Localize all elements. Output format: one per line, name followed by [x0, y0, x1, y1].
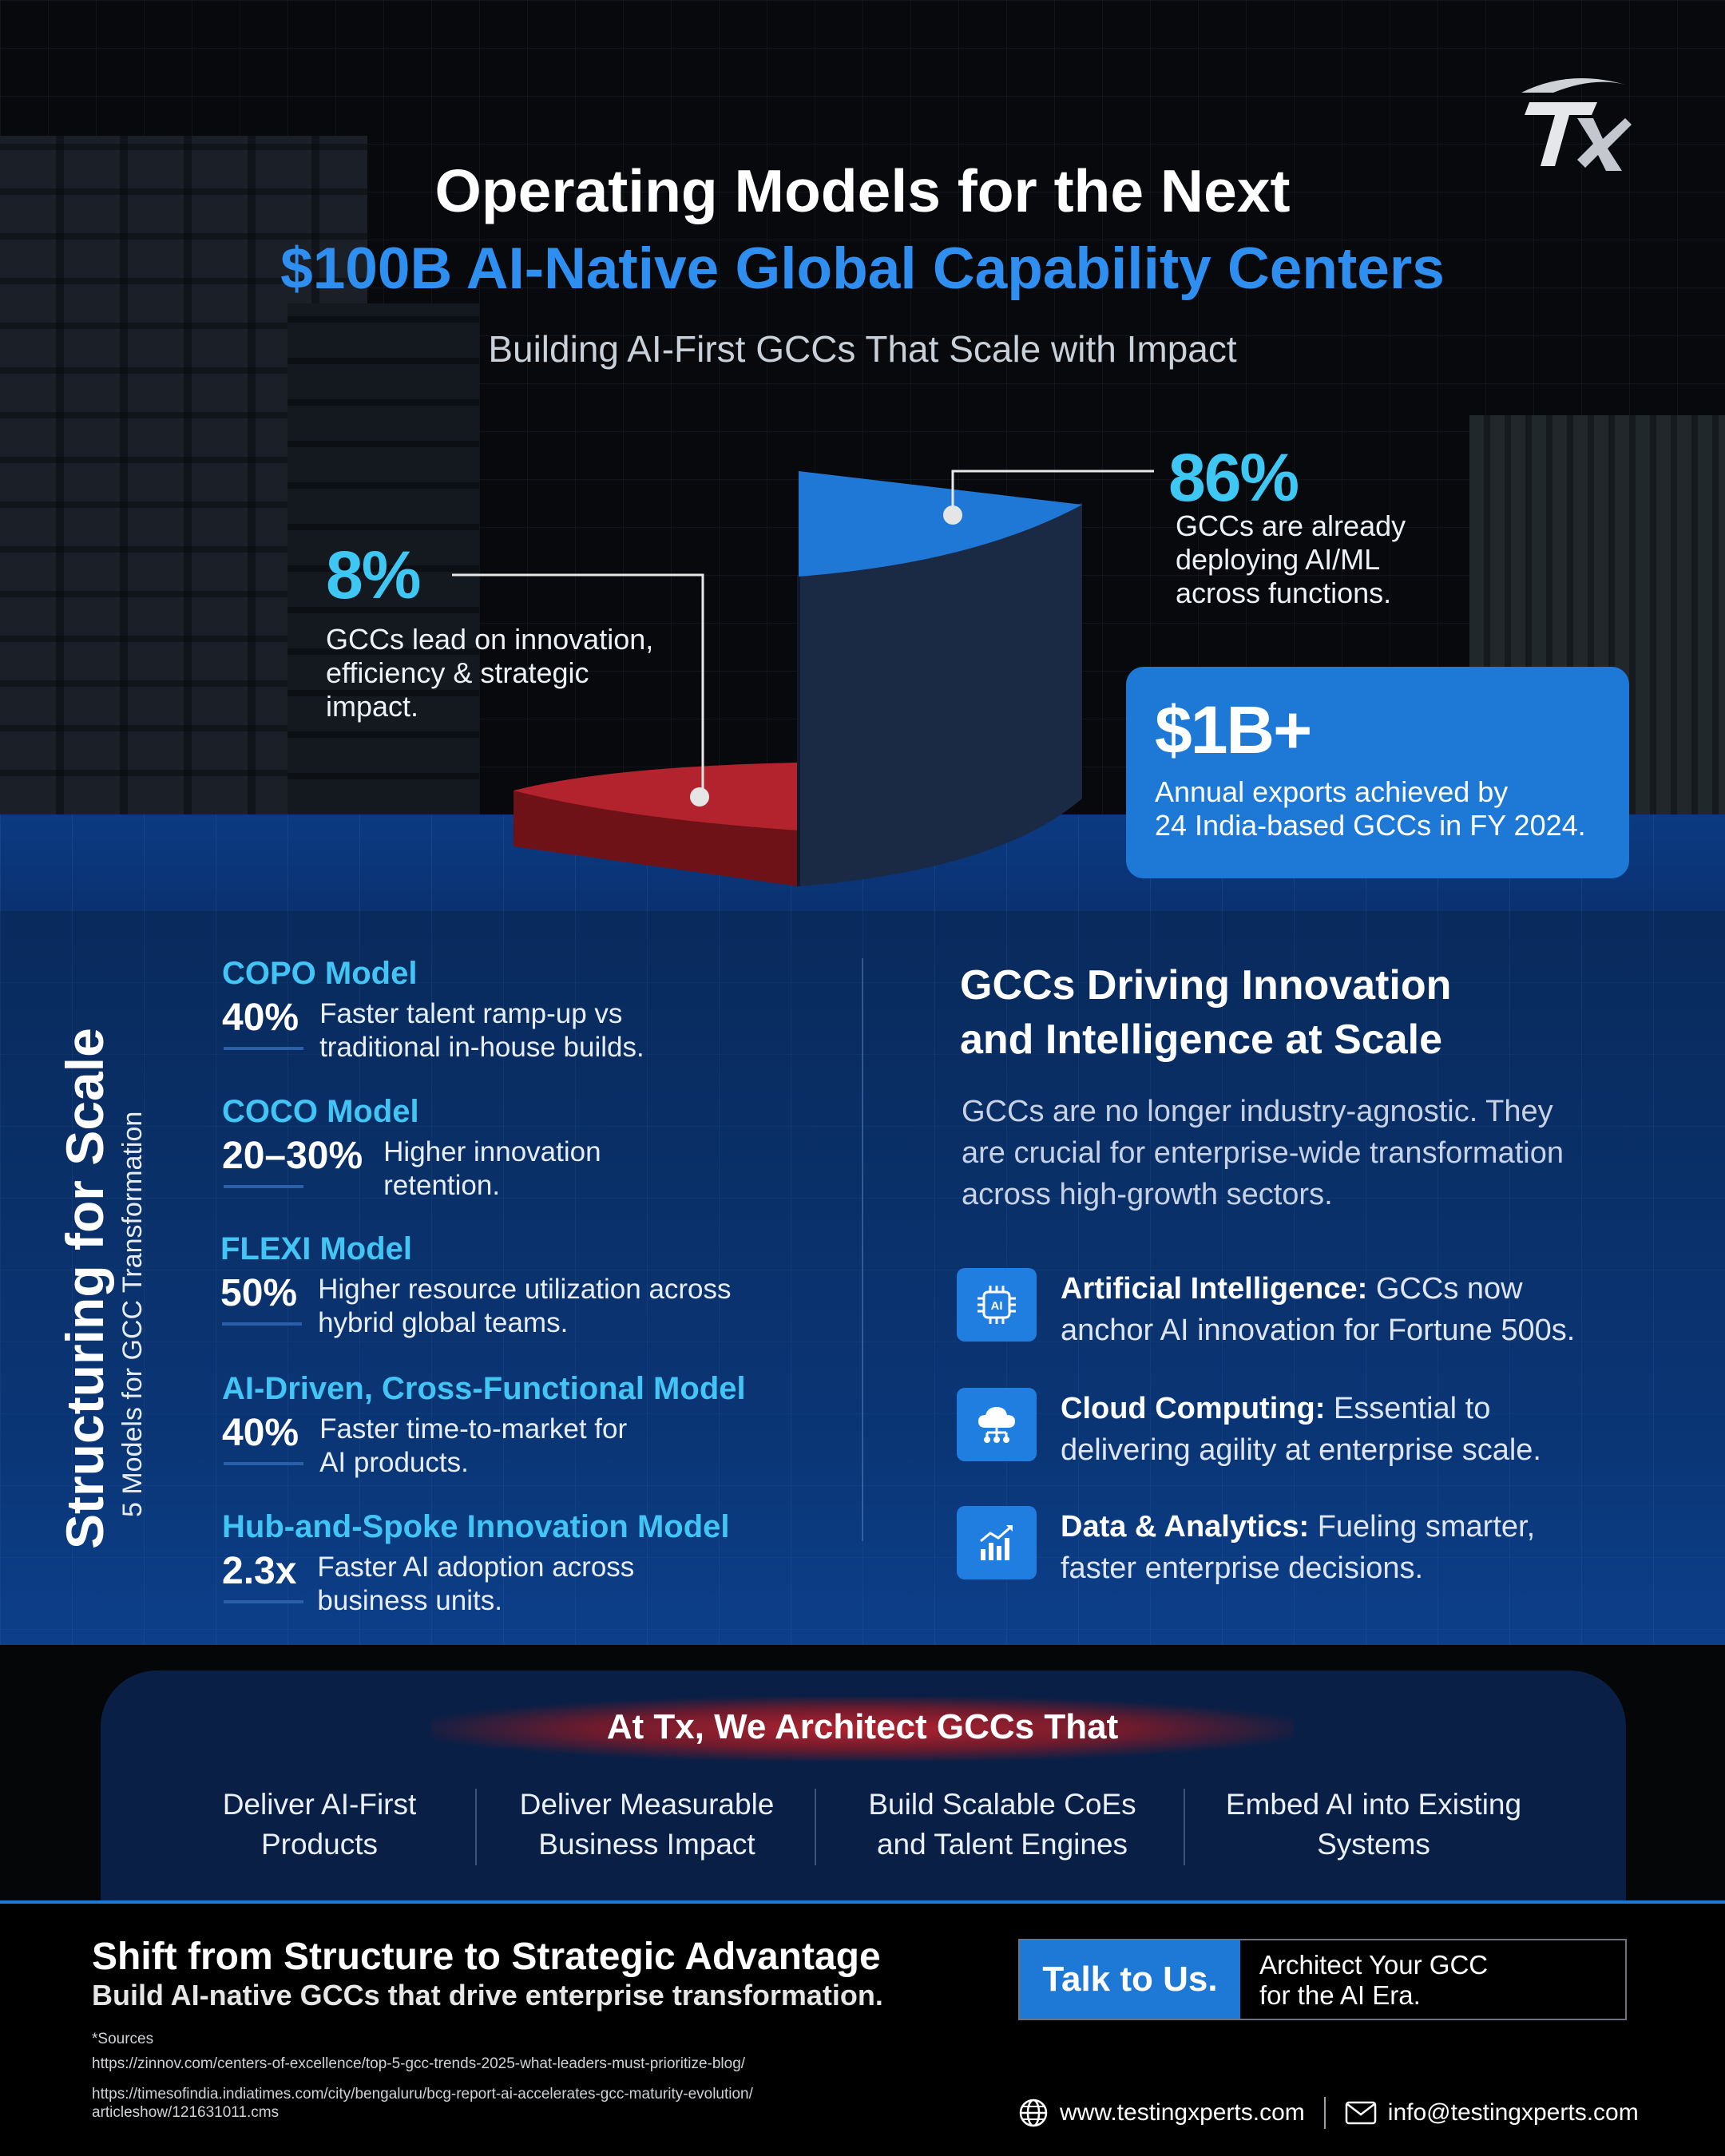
sector-ai-text: Artificial Intelligence: GCCs now anchor… [1061, 1272, 1576, 1347]
model-hub-and-spoke: Hub-and-Spoke Innovation Model 2.3x Fast… [222, 1508, 730, 1618]
architect-item: Build Scalable CoEs and Talent Engines [868, 1788, 1136, 1861]
model-coco: COCO Model 20–30% Higher innovation rete… [222, 1092, 601, 1203]
model-metric: 2.3x [222, 1549, 304, 1605]
website-link[interactable]: www.testingxperts.com [1060, 2099, 1305, 2126]
architect-separator [815, 1789, 816, 1865]
model-copo: COPO Model 40% Faster talent ramp-up vs … [222, 954, 644, 1064]
source-link[interactable]: https://timesofindia.indiatimes.com/city… [92, 2086, 753, 2102]
model-desc: Faster talent ramp-up vs traditional in-… [319, 998, 644, 1063]
model-metric: 20–30% [222, 1134, 363, 1190]
model-title: AI-Driven, Cross-Functional Model [222, 1371, 746, 1406]
architect-title: At Tx, We Architect GCCs That [606, 1707, 1119, 1746]
model-desc: Higher resource utilization across hybri… [318, 1274, 732, 1338]
source-link[interactable]: articleshow/121631011.cms [92, 2104, 280, 2121]
model-title: COPO Model [222, 956, 418, 991]
model-title: Hub-and-Spoke Innovation Model [222, 1509, 730, 1544]
contact-separator [1323, 2097, 1326, 2129]
cta-title: Shift from Structure to Strategic Advant… [92, 1936, 881, 1978]
page-title-line2: $100B AI-Native Global Capability Center… [280, 236, 1445, 301]
model-ai-driven: AI-Driven, Cross-Functional Model 40% Fa… [222, 1369, 746, 1480]
model-title: FLEXI Model [220, 1231, 412, 1266]
exports-value: $1B+ [1155, 692, 1312, 767]
pie-slice-86-top [799, 471, 1082, 577]
footer [0, 1900, 1725, 2156]
contact-bar: www.testingxperts.com info@testingxperts… [1018, 2097, 1639, 2129]
sources-label: *Sources [92, 2031, 154, 2047]
talk-to-us-cta[interactable]: Talk to Us. Architect Your GCC for the A… [1018, 1939, 1627, 2020]
model-metric: 40% [222, 996, 304, 1052]
source-link[interactable]: https://zinnov.com/centers-of-excellence… [92, 2055, 746, 2072]
stat-8-value: 8% [326, 537, 421, 612]
gcc-pie-illustration [452, 470, 1154, 886]
sector-data: Data & Analytics: Fueling smarter, faste… [957, 1506, 1644, 1589]
model-desc: Faster AI adoption across business units… [317, 1552, 635, 1616]
talk-to-us-text: Architect Your GCC for the AI Era. [1259, 1950, 1489, 2010]
sector-cloud-text: Cloud Computing: Essential to delivering… [1061, 1392, 1541, 1467]
models-section [0, 910, 1725, 1645]
talk-to-us-button[interactable]: Talk to Us. [1020, 1940, 1240, 2019]
model-metric: 50% [220, 1271, 303, 1327]
model-desc: Higher innovation retention. [383, 1136, 601, 1201]
stat-86-value: 86% [1168, 440, 1299, 515]
connector-8 [452, 573, 704, 797]
model-flexi: FLEXI Model 50% Higher resource utilizat… [220, 1230, 732, 1340]
driving-title: GCCs Driving Innovation and Intelligence… [960, 962, 1452, 1063]
cloud-network-icon [957, 1388, 1037, 1461]
structuring-subtitle: 5 Models for GCC Transformation [117, 1111, 148, 1517]
sector-data-text: Data & Analytics: Fueling smarter, faste… [1061, 1510, 1536, 1585]
stat-8-text: GCCs lead on innovation, efficiency & st… [326, 623, 654, 723]
exports-stat-card: $1B+ Annual exports achieved by 24 India… [1126, 667, 1629, 878]
sector-cloud: Cloud Computing: Essential to delivering… [957, 1388, 1644, 1471]
model-title: COCO Model [222, 1094, 419, 1129]
pie-slice-8-top [514, 763, 799, 830]
section-divider [862, 958, 863, 1541]
pie-slice-8-side [514, 791, 799, 886]
connector-86-dot [943, 505, 962, 525]
model-desc: Faster time-to-market for AI products. [319, 1413, 628, 1478]
model-metric: 40% [222, 1411, 304, 1467]
architect-item: Deliver AI-First Products [222, 1788, 417, 1861]
sector-ai: AI Artificial Intelligence: GCCs now anc… [957, 1268, 1644, 1351]
connector-8-dot [690, 787, 709, 807]
architect-item: Embed AI into Existing Systems [1225, 1788, 1522, 1861]
globe-icon [1019, 2099, 1048, 2127]
architect-item: Deliver Measurable Business Impact [519, 1788, 775, 1861]
architect-separator [475, 1789, 477, 1865]
pie-slice-main-side [799, 503, 1082, 886]
page-subtitle: Building AI-First GCCs That Scale with I… [488, 328, 1237, 370]
analytics-chart-icon [957, 1506, 1037, 1579]
tx-logo [1521, 78, 1632, 171]
architect-banner-glow [431, 1697, 1294, 1761]
page-title-line1: Operating Models for the Next [434, 157, 1291, 224]
exports-text: Annual exports achieved by 24 India-base… [1155, 775, 1586, 842]
structuring-title: Structuring for Scale [55, 1028, 114, 1549]
email-link[interactable]: info@testingxperts.com [1387, 2099, 1639, 2126]
driving-body: GCCs are no longer industry-agnostic. Th… [962, 1095, 1564, 1211]
ai-chip-icon: AI [957, 1268, 1037, 1342]
cta-subtitle: Build AI-native GCCs that drive enterpri… [92, 1979, 883, 2011]
stat-86-text: GCCs are already deploying AI/ML across … [1176, 509, 1406, 609]
building-left-rear [288, 303, 479, 814]
connector-86 [951, 470, 1154, 515]
svg-text:AI: AI [991, 1299, 1003, 1313]
architect-separator [1184, 1789, 1185, 1865]
email-icon [1345, 2101, 1377, 2125]
